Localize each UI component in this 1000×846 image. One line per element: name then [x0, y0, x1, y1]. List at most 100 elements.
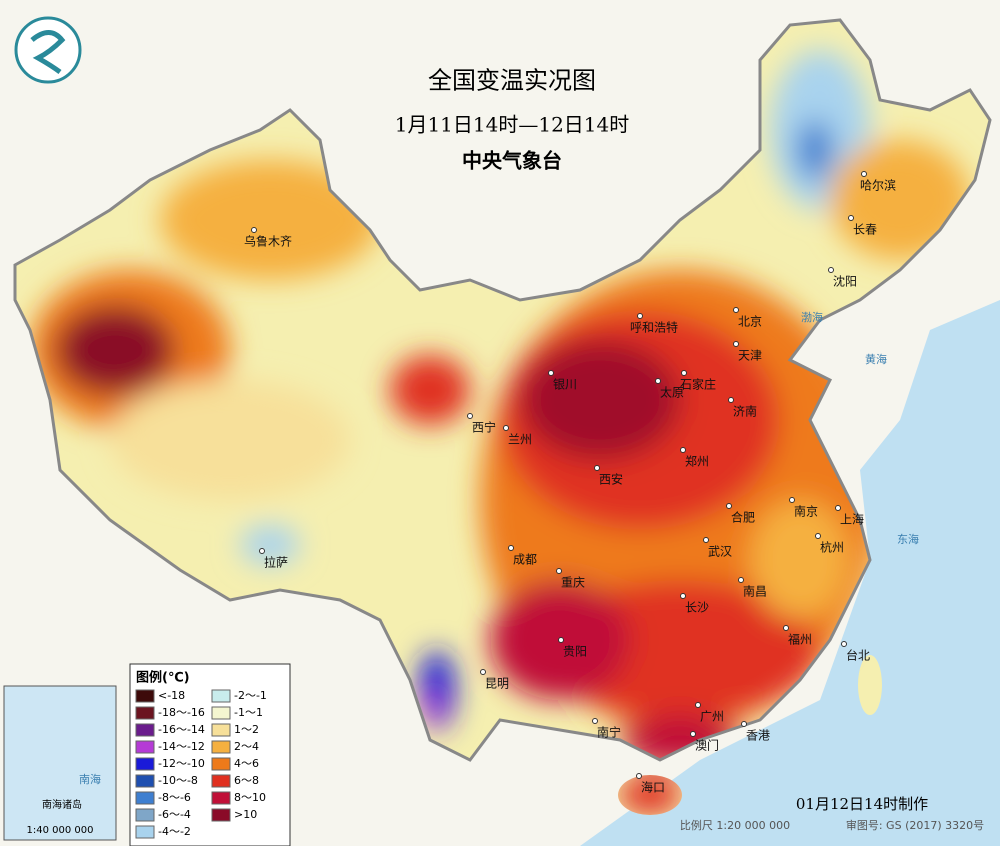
legend-swatch: [211, 808, 231, 822]
city-label: 广州: [700, 710, 724, 724]
city-dot: [738, 577, 744, 583]
city-label: 沈阳: [833, 274, 857, 289]
city-label: 长春: [853, 223, 877, 237]
city-dot: [835, 505, 841, 511]
city-label: 台北: [846, 648, 870, 663]
city-label: 哈尔滨: [860, 178, 896, 193]
city-label: 石家庄: [680, 377, 716, 392]
subtitle: 1月11日14时—12日14时: [395, 113, 630, 137]
city-dot: [592, 718, 598, 724]
city-label: 西安: [599, 472, 623, 487]
city-dot: [558, 637, 564, 643]
city-dot: [733, 341, 739, 347]
city-dot: [741, 721, 747, 727]
legend-label: 6～8: [234, 774, 259, 787]
legend-swatch: [135, 740, 155, 754]
city-dot: [548, 370, 554, 376]
legend-label: -4～-2: [158, 825, 191, 838]
sea-label: 南海: [79, 772, 101, 786]
legend-swatch: [211, 757, 231, 771]
logo-mark: [30, 30, 66, 75]
city-label: 杭州: [820, 540, 844, 555]
legend: 图例(℃) <-18 -18～-16 -16～-14 -14～-12 -12～-10 -1…: [129, 663, 291, 846]
legend-swatch: [135, 757, 155, 771]
city-label: 郑州: [685, 454, 709, 469]
city-label: 天津: [738, 349, 762, 363]
sea-label: 渤海: [801, 310, 823, 324]
legend-swatch: [135, 774, 155, 788]
city-label: 武汉: [708, 545, 732, 559]
city-label: 南宁: [597, 725, 621, 740]
city-label: 福州: [788, 632, 812, 647]
city-label: 乌鲁木齐: [244, 234, 292, 249]
made-time: 01月12日14时制作: [796, 795, 928, 813]
city-dot: [467, 413, 473, 419]
city-dot: [815, 533, 821, 539]
city-dot: [695, 702, 701, 708]
legend-label: -1～1: [234, 706, 263, 719]
legend-label: <-18: [158, 689, 185, 702]
city-label: 银川: [553, 378, 577, 392]
city-label: 澳门: [695, 738, 719, 753]
city-dot: [637, 313, 643, 319]
title: 全国变温实况图: [428, 67, 596, 95]
city-label: 北京: [738, 315, 762, 329]
city-label: 西宁: [472, 420, 496, 435]
city-label: 香港: [746, 729, 770, 743]
legend-label: -14～-12: [158, 740, 205, 753]
legend-label: 8～10: [234, 791, 266, 804]
city-dot: [594, 465, 600, 471]
city-label: 合肥: [731, 510, 755, 525]
city-dot: [655, 378, 661, 384]
legend-label: 1～2: [234, 723, 259, 736]
legend-label: 2～4: [234, 740, 259, 753]
city-dot: [636, 773, 642, 779]
city-label: 拉萨: [264, 555, 288, 570]
city-dot: [680, 447, 686, 453]
agency: 中央气象台: [462, 149, 562, 173]
city-dot: [503, 425, 509, 431]
city-dot: [828, 267, 834, 273]
legend-swatch: [135, 791, 155, 805]
city-dot: [733, 307, 739, 313]
legend-swatch: [211, 706, 231, 720]
city-label: 济南: [733, 404, 757, 419]
city-label: 昆明: [485, 677, 509, 691]
legend-label: 4～6: [234, 757, 259, 770]
city-label: 呼和浩特: [630, 320, 678, 335]
city-dot: [726, 503, 732, 509]
legend-swatch: [135, 689, 155, 703]
sea-label: 黄海: [865, 352, 887, 366]
map-scale: 比例尺 1:20 000 000: [680, 818, 790, 832]
city-dot: [848, 215, 854, 221]
city-label: 成都: [513, 553, 537, 567]
footer: 01月12日14时制作 比例尺 1:20 000 000 审图号: GS (20…: [680, 795, 984, 832]
city-label: 兰州: [508, 433, 532, 447]
city-dot: [783, 625, 789, 631]
city-label: 太原: [660, 385, 684, 400]
city-dot: [556, 568, 562, 574]
city-label: 南昌: [743, 584, 767, 599]
city-dot: [841, 641, 847, 647]
city-label: 上海: [840, 512, 864, 527]
city-dot: [251, 227, 257, 233]
review-number: 审图号: GS (2017) 3320号: [846, 818, 984, 832]
city-dot: [681, 370, 687, 376]
legend-swatch: [211, 774, 231, 788]
inset-title: 南海诸岛: [42, 798, 82, 811]
city-label: 海口: [641, 780, 665, 795]
legend-label: -12～-10: [158, 757, 205, 770]
legend-swatch: [211, 689, 231, 703]
city-dot: [690, 731, 696, 737]
legend-label: -18～-16: [158, 706, 205, 719]
city-dot: [680, 593, 686, 599]
city-dot: [480, 669, 486, 675]
legend-label: -8～-6: [158, 791, 191, 804]
legend-swatch: [211, 791, 231, 805]
city-dot: [728, 397, 734, 403]
city-dot: [508, 545, 514, 551]
legend-swatch: [135, 706, 155, 720]
legend-swatch: [211, 740, 231, 754]
city-label: 长沙: [685, 601, 709, 615]
legend-title: 图例(℃): [136, 670, 190, 686]
